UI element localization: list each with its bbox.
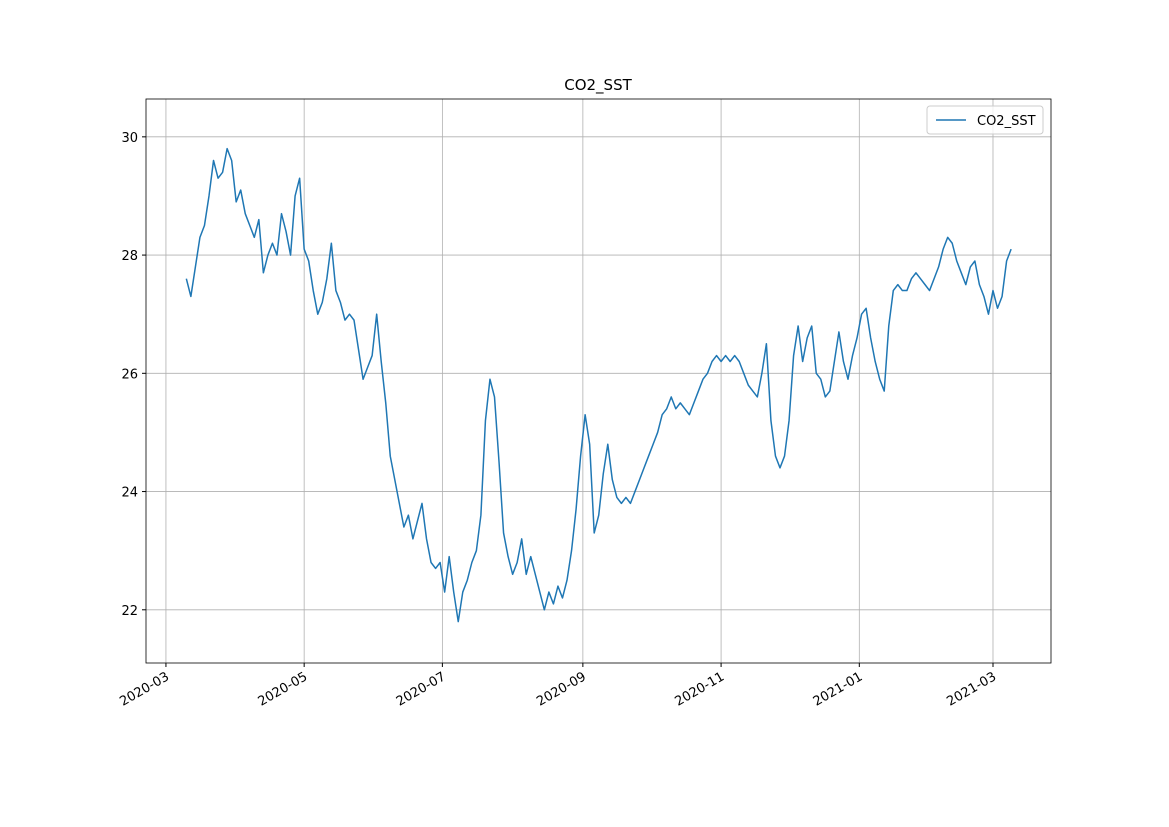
data-line xyxy=(185,147,1012,623)
x-tick-label: 2020-03 xyxy=(117,669,172,709)
y-tick-label: 22 xyxy=(121,604,138,619)
x-tick-label: 2020-05 xyxy=(256,669,311,709)
chart-title: CO2_SST xyxy=(564,76,632,95)
y-tick-label: 24 xyxy=(121,486,138,501)
x-tick-label: 2020-09 xyxy=(534,669,589,709)
x-tick-label: 2021-01 xyxy=(811,669,866,709)
plot-frame xyxy=(145,98,1052,664)
legend-label: CO2_SST xyxy=(977,114,1036,129)
y-tick-label: 26 xyxy=(121,367,138,382)
x-tick-label: 2021-03 xyxy=(944,669,999,709)
legend-box xyxy=(926,105,1044,135)
x-tick-label: 2020-07 xyxy=(394,669,449,709)
y-tick-label: 28 xyxy=(121,249,138,264)
x-tick-label: 2020-11 xyxy=(673,669,728,709)
y-tick-label: 30 xyxy=(121,131,138,146)
